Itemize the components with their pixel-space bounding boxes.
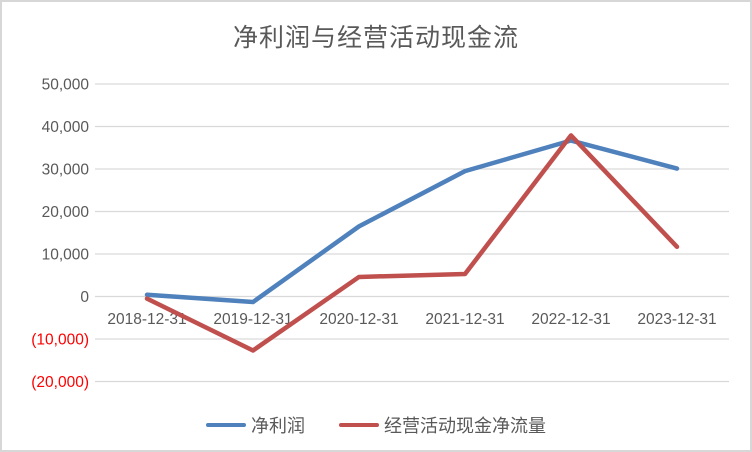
- legend-label-operating-cash-flow: 经营活动现金净流量: [384, 416, 546, 437]
- y-axis-tick-label: 30,000: [42, 162, 90, 179]
- y-axis-tick-label: 40,000: [42, 119, 90, 136]
- x-axis-tick-label: 2021-12-31: [425, 311, 504, 328]
- operating-cash-flow-line-swatch: [339, 422, 379, 428]
- operating-cash-flow-line: [144, 133, 680, 353]
- legend-label-net-profit: 净利润: [251, 416, 305, 437]
- y-axis-tick-label: 10,000: [42, 247, 90, 264]
- net-profit-line-swatch: [206, 422, 246, 428]
- y-axis-tick-label: 50,000: [42, 77, 90, 94]
- legend-item-operating-cash-flow: 经营活动现金净流量: [339, 412, 546, 438]
- x-axis-tick-label: 2020-12-31: [319, 311, 398, 328]
- x-axis-tick-label: 2018-12-31: [107, 311, 186, 328]
- x-axis-tick-label: 2023-12-31: [637, 311, 716, 328]
- x-axis-tick-label: 2019-12-31: [213, 311, 292, 328]
- y-axis-tick-label: 0: [80, 289, 89, 306]
- y-axis-tick-label: (10,000): [31, 332, 89, 349]
- net-profit-line: [144, 138, 680, 305]
- legend-item-net-profit: 净利润: [206, 412, 305, 438]
- y-axis-tick-label: (20,000): [31, 374, 89, 391]
- chart-legend: 净利润 经营活动现金净流量: [2, 412, 750, 438]
- y-axis-tick-label: 20,000: [42, 204, 90, 221]
- x-axis-tick-label: 2022-12-31: [531, 311, 610, 328]
